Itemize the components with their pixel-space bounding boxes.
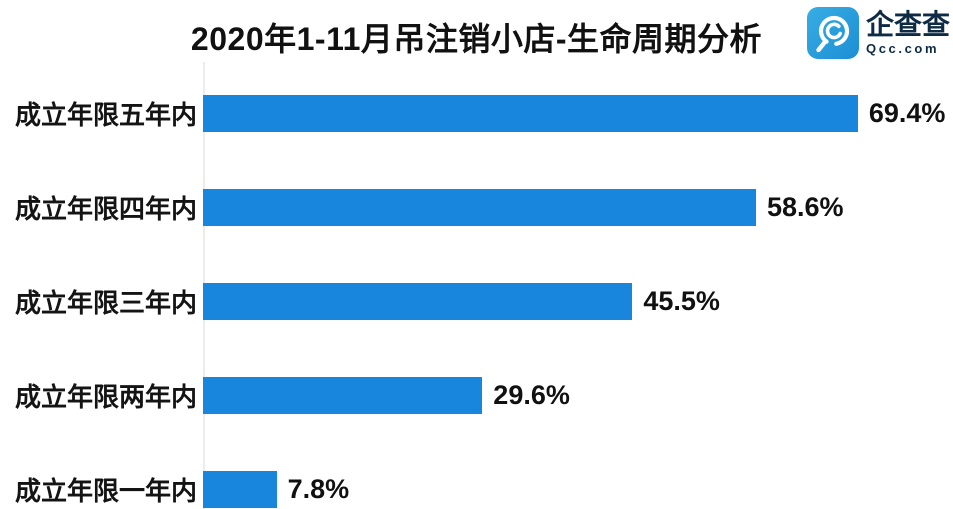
bar <box>203 471 277 508</box>
value-label: 45.5% <box>643 286 720 316</box>
value-label: 69.4% <box>868 98 946 128</box>
bar-row: 成立年限四年内 58.6% <box>0 189 953 226</box>
bar-row: 成立年限五年内 69.4% <box>0 95 953 132</box>
category-label: 成立年限一年内 <box>15 476 198 506</box>
bar-row: 成立年限两年内 29.6% <box>0 377 953 414</box>
bar <box>203 283 633 320</box>
bar-track: 69.4% <box>203 95 945 132</box>
bar-track: 58.6% <box>203 189 939 226</box>
bar-track: 7.8% <box>203 471 939 508</box>
value-label: 29.6% <box>493 380 570 410</box>
category-label: 成立年限五年内 <box>15 100 198 130</box>
logo-brand-name: 企查查 <box>865 8 950 40</box>
logo-domain: Qcc.com <box>865 41 940 57</box>
bar-track: 29.6% <box>203 377 939 414</box>
value-label: 58.6% <box>766 192 844 222</box>
bar-row: 成立年限一年内 7.8% <box>0 471 953 508</box>
bar <box>203 95 858 132</box>
category-label: 成立年限两年内 <box>15 382 198 412</box>
bar-row: 成立年限三年内 45.5% <box>0 283 953 320</box>
value-label: 7.8% <box>287 474 350 504</box>
bar <box>203 377 483 414</box>
category-label: 成立年限三年内 <box>15 288 198 318</box>
qcc-magnifier-c-icon <box>806 7 859 59</box>
bar <box>203 189 756 226</box>
chart-title: 2020年1-11月吊注销小店-生命周期分析 <box>190 21 763 57</box>
category-label: 成立年限四年内 <box>15 194 198 224</box>
qcc-logo: 企查查 Qcc.com <box>806 7 950 59</box>
logo-text: 企查查 Qcc.com <box>865 8 950 57</box>
bar-track: 45.5% <box>203 283 939 320</box>
